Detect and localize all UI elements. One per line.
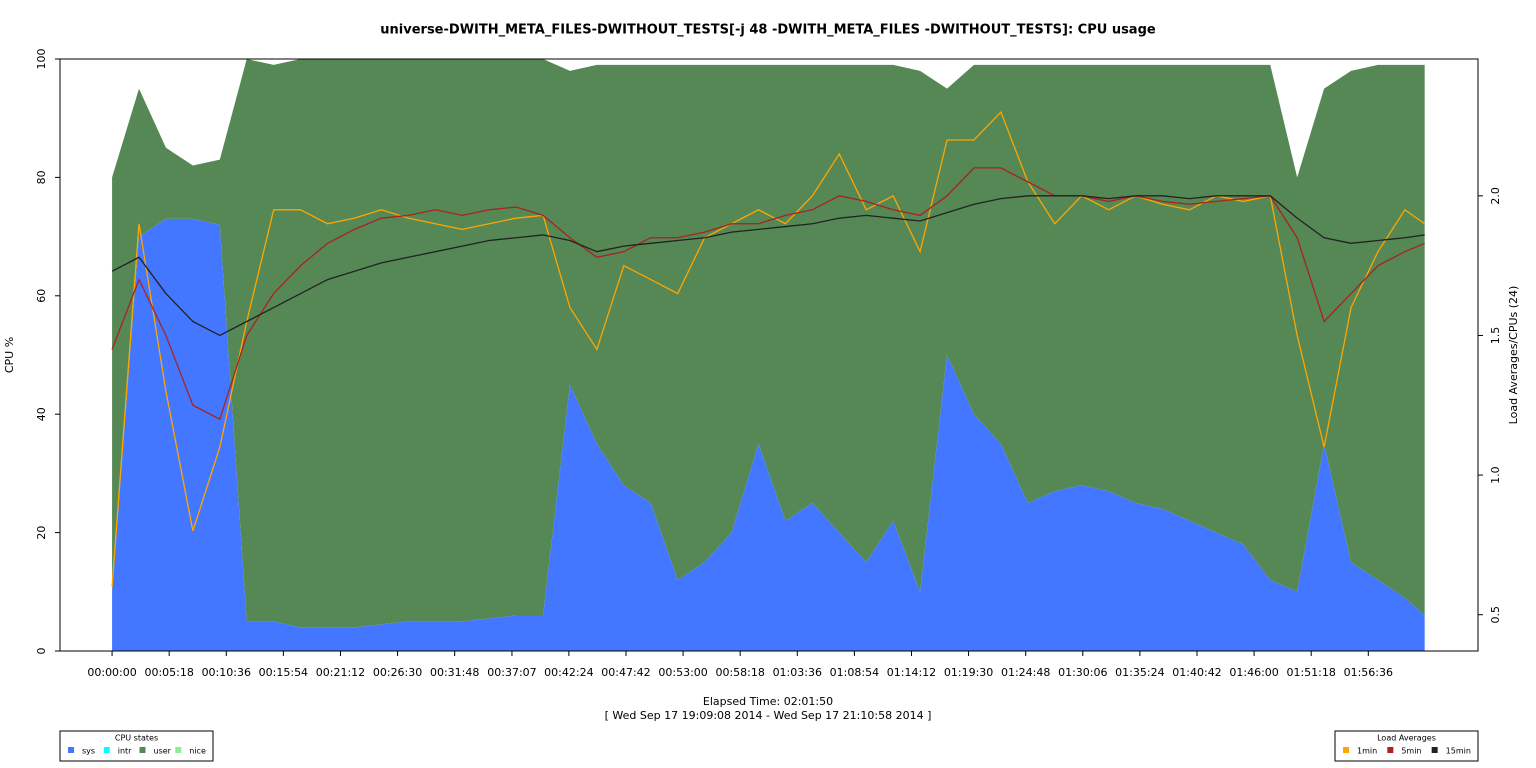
y-tick-label: 0 [35, 648, 48, 655]
legend-title: Load Averages [1377, 734, 1436, 743]
x-tick-label: 00:00:00 [87, 666, 136, 679]
legend-box [59, 730, 214, 762]
line-15min [111, 195, 1425, 337]
y-axis-label: CPU % [3, 337, 16, 373]
y2-tick-label: 0.5 [1489, 606, 1502, 624]
x-tick-label: 01:19:30 [944, 666, 993, 679]
line-1min [111, 110, 1426, 587]
legend-swatch [1343, 747, 1349, 753]
x-tick-label: 00:53:00 [658, 666, 707, 679]
x-tick-label: 01:30:06 [1058, 666, 1107, 679]
y2-axis-label: Load Averages/CPUs (24) [1507, 286, 1520, 425]
legend-box [1334, 730, 1479, 762]
legend-swatch [1431, 747, 1438, 753]
plot-frame [59, 58, 1479, 652]
legend-swatch [175, 747, 182, 753]
legend-swatch [1387, 747, 1394, 753]
x-tick-label: 01:40:42 [1172, 666, 1221, 679]
x-axis-label: Elapsed Time: 02:01:50 [703, 695, 833, 708]
legend-label: 15min [1446, 747, 1471, 756]
x-tick-label: 00:37:07 [487, 666, 536, 679]
legend-label: 5min [1401, 747, 1421, 756]
y2-tick-label: 2.0 [1489, 187, 1502, 205]
legend-title: CPU states [115, 734, 158, 743]
subtitle: [ Wed Sep 17 19:09:08 2014 - Wed Sep 17 … [605, 709, 932, 722]
legend-label: intr [118, 747, 132, 756]
x-tick-label: 00:05:18 [144, 666, 193, 679]
x-tick-label: 01:51:18 [1286, 666, 1335, 679]
line-5min [111, 167, 1425, 421]
x-tick-label: 00:21:12 [316, 666, 365, 679]
legend-label: sys [82, 747, 95, 756]
x-tick-label: 00:58:18 [715, 666, 764, 679]
x-tick-label: 01:46:00 [1229, 666, 1278, 679]
legend-label: 1min [1357, 747, 1377, 756]
y2-tick-label: 1.5 [1489, 327, 1502, 345]
y-tick-label: 60 [35, 289, 48, 303]
x-tick-label: 00:31:48 [430, 666, 479, 679]
legend-swatch [68, 747, 74, 753]
y-tick-label: 20 [35, 526, 48, 540]
y-tick-label: 100 [35, 49, 48, 70]
y-tick-label: 40 [35, 407, 48, 421]
area-sys [112, 218, 1425, 651]
legend-label: nice [189, 747, 206, 756]
area-user [112, 59, 1425, 628]
x-tick-label: 01:03:36 [773, 666, 822, 679]
legend-swatch [139, 747, 146, 753]
x-tick-label: 00:10:36 [202, 666, 251, 679]
x-tick-label: 01:08:54 [830, 666, 879, 679]
x-tick-label: 01:35:24 [1115, 666, 1164, 679]
x-tick-label: 01:56:36 [1344, 666, 1393, 679]
legend-swatch [103, 747, 110, 753]
x-tick-label: 00:26:30 [373, 666, 422, 679]
x-tick-label: 00:15:54 [259, 666, 308, 679]
y2-tick-label: 1.0 [1489, 466, 1502, 484]
x-tick-label: 01:14:12 [887, 666, 936, 679]
x-tick-label: 00:42:24 [544, 666, 593, 679]
x-tick-label: 01:24:48 [1001, 666, 1050, 679]
legend-label: user [154, 747, 172, 756]
y-tick-label: 80 [35, 170, 48, 184]
chart-title: universe-DWITH_META_FILES-DWITHOUT_TESTS… [380, 23, 1156, 38]
x-tick-label: 00:47:42 [601, 666, 650, 679]
